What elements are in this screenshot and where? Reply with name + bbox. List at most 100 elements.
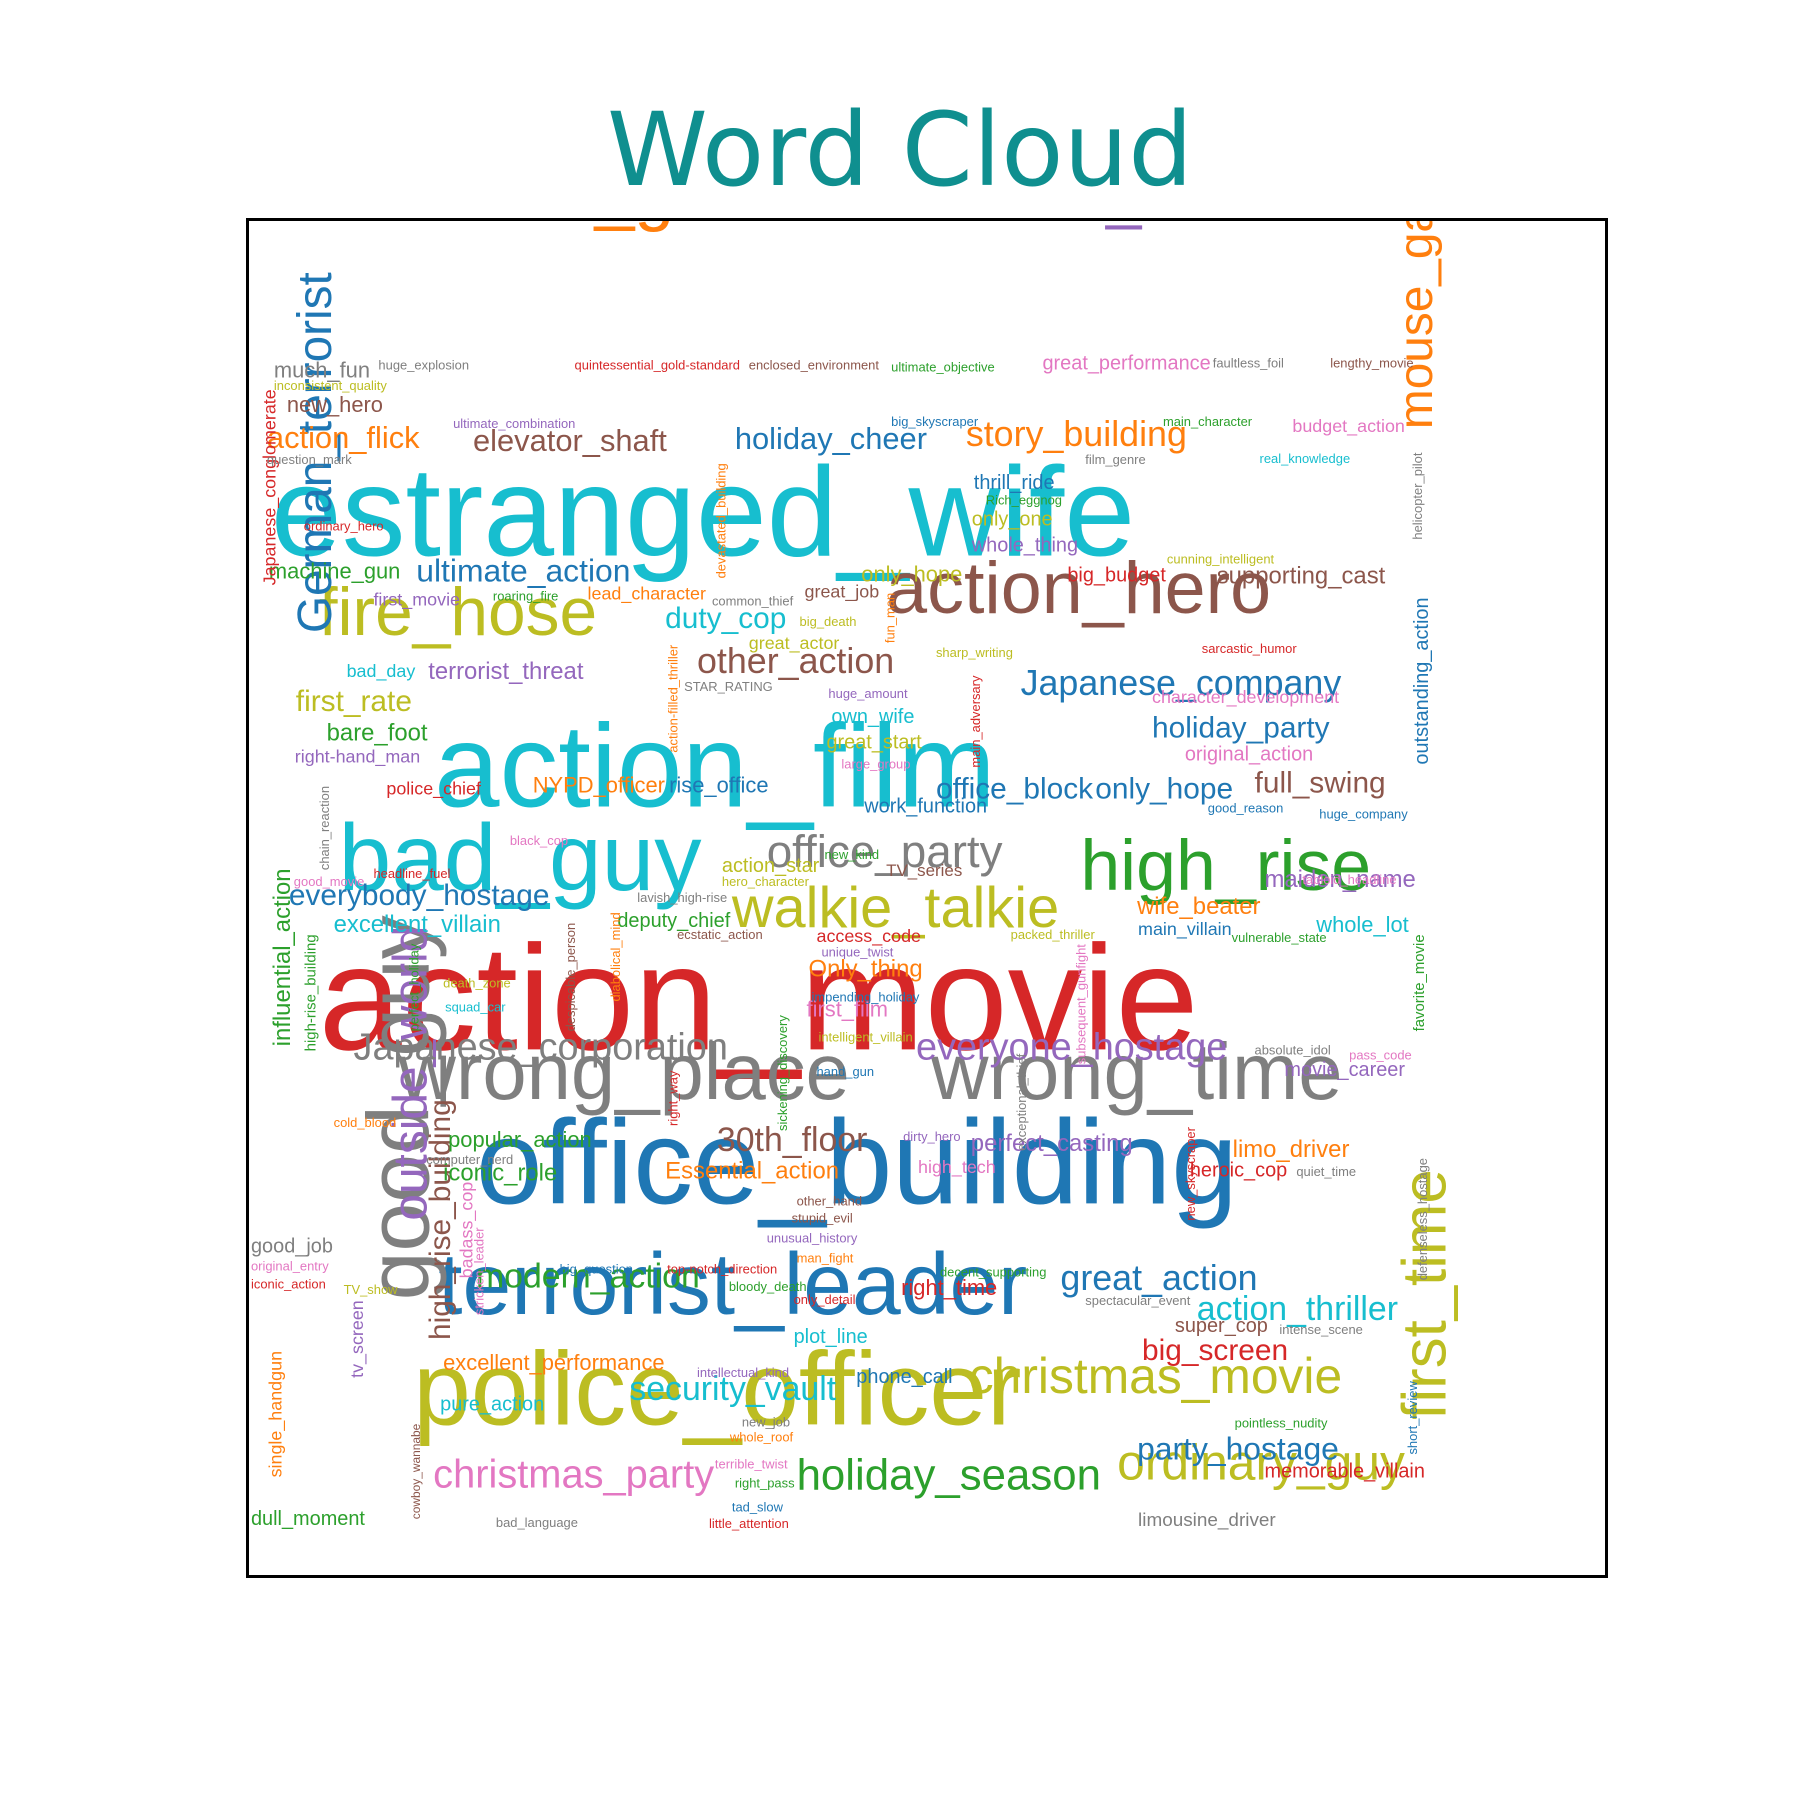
cloud-word: action_hero	[886, 546, 1271, 629]
cloud-word: dull_moment	[251, 1508, 365, 1530]
cloud-word: spectacular_event	[1085, 1293, 1190, 1308]
cloud-word: character_development	[1152, 687, 1339, 708]
cloud-word: subsequent_gunfight	[1074, 944, 1089, 1065]
cloud-word: pure_action	[440, 1394, 544, 1416]
cloud-word: perfect_casting	[971, 1130, 1133, 1157]
cloud-word: fire_hose	[319, 575, 597, 650]
cloud-word: great_start	[826, 732, 922, 754]
cloud-word: pointless_nudity	[1235, 1416, 1328, 1431]
cloud-word: security_vault	[629, 1370, 836, 1408]
cloud-word: huge_company	[1319, 806, 1408, 821]
cloud-word: original_action	[1185, 744, 1313, 766]
cloud-word: wife_beater	[1136, 893, 1260, 920]
cloud-word: Rich_eggnog	[986, 493, 1062, 508]
cloud-word: Japanese_corporation	[354, 1026, 728, 1068]
cloud-word: much_fun	[274, 357, 370, 382]
cloud-word: heroic_cop	[1190, 1160, 1287, 1182]
cloud-word: faultless_foil	[1213, 355, 1284, 370]
cloud-word: ordinary_hero	[304, 519, 384, 534]
cloud-word: great_actor	[749, 633, 840, 654]
cloud-word: great_performance	[1042, 352, 1210, 374]
cloud-word: decent_supporting	[940, 1264, 1046, 1279]
cloud-word: death_zone	[443, 976, 511, 991]
cloud-word: walkie_talkie	[731, 876, 1059, 940]
cloud-word: wrong_place	[397, 1027, 850, 1116]
cloud-word: high_rise_building	[424, 1099, 457, 1340]
cloud-word: new_hero	[287, 392, 383, 417]
cloud-word: TV_show	[344, 1282, 399, 1297]
cloud-word: high-rise_building	[303, 934, 320, 1051]
cloud-word: action_movie	[319, 914, 1199, 1081]
word-cloud-frame: action_movie estranged_wife office_buildin…	[246, 218, 1608, 1578]
cloud-word: action_film	[434, 700, 995, 831]
cloud-word: budget_action	[1292, 416, 1405, 437]
cloud-word: excellent_villain	[334, 911, 501, 938]
cloud-word: high_rise	[1080, 826, 1371, 906]
cloud-word: ordinary_guy	[1117, 1434, 1405, 1490]
cloud-word: unique_twist	[821, 945, 893, 960]
cloud-word: office_building	[476, 1097, 1238, 1230]
cloud-word: helicopter_pilot	[1410, 452, 1425, 539]
cloud-word: inconsistent_quality	[274, 378, 387, 393]
cloud-word: great_action	[1060, 1258, 1257, 1298]
cloud-word: good_job	[251, 1235, 333, 1257]
cloud-word: good_reason	[1208, 800, 1284, 815]
cloud-word: action-filled_thriller	[666, 644, 681, 753]
cloud-word: sarcastic_humor	[1202, 641, 1298, 656]
cloud-word: iconic_action	[251, 1276, 326, 1291]
cloud-word: popular_action	[448, 1127, 592, 1152]
cloud-word: right_pass	[735, 1475, 795, 1490]
cloud-word: stricken_leader	[471, 1227, 486, 1315]
cloud-word: main_character	[1163, 414, 1253, 429]
cloud-word: wrong_time	[930, 1027, 1343, 1116]
cloud-word: office_party	[767, 826, 1003, 877]
cloud-word: other_hand	[797, 1194, 862, 1209]
cloud-word: deputy_chief	[617, 910, 730, 932]
cloud-word: headline_fuel	[373, 866, 450, 881]
cloud-word: intense_scene	[1279, 1322, 1362, 1337]
cloud-word: single_handgun	[265, 1351, 286, 1477]
cloud-word: Essential_action	[665, 1158, 839, 1185]
cloud-word: favorite_movie	[1411, 934, 1428, 1031]
cloud-word: duty_cop	[665, 602, 786, 635]
cloud-word: tabloid_headline	[1302, 872, 1396, 887]
cloud-word: plot_line	[794, 1326, 868, 1348]
cloud-word: unusual_history	[767, 1230, 858, 1245]
cloud-word: big_skyscraper	[891, 414, 979, 429]
cloud-word: work_function	[863, 795, 987, 817]
cloud-word: everyone_hostage	[916, 1026, 1227, 1068]
cloud-word: ecstatic_action	[677, 927, 763, 942]
cloud-word: roaring_fire	[493, 588, 558, 603]
cloud-word: main_adversary	[968, 675, 983, 768]
cloud-word: action_flick	[267, 420, 420, 455]
cloud-word: movie_career	[1284, 1059, 1405, 1081]
cloud-word: big_budget	[1067, 564, 1166, 586]
cloud-word: ultimate_objective	[891, 359, 995, 374]
cloud-word: ultimate_combination	[453, 416, 575, 431]
cloud-word: bad_guy	[339, 805, 703, 911]
cloud-word: maiden_name	[1265, 866, 1416, 893]
cloud-word: German_terrorist	[289, 272, 342, 633]
cloud-word: first_film	[807, 996, 888, 1021]
cloud-word: rise_office	[669, 772, 768, 797]
cloud-word: cunning_intelligent	[1167, 551, 1275, 566]
cloud-word: holiday_party	[1152, 712, 1330, 745]
cloud-word: little_attention	[709, 1516, 789, 1531]
cloud-word: limo_driver	[1233, 1136, 1350, 1163]
cloud-word: Only_thing	[809, 956, 923, 983]
cloud-word: vulnerable_state	[1232, 930, 1327, 945]
cloud-word: big_screen	[1142, 1334, 1288, 1367]
cloud-word: quintessential_gold-standard	[575, 357, 740, 372]
cloud-word: diabolical_mind	[608, 912, 623, 1001]
cloud-word: bad_language	[496, 1515, 578, 1530]
cloud-word: TV_series	[886, 861, 962, 880]
cloud-word: hand_gun	[816, 1064, 874, 1079]
cloud-word: perfect_holiday	[407, 943, 422, 1031]
cloud-word: badass_cop	[456, 1182, 477, 1279]
cloud-word: defenseless_hostage	[1415, 1158, 1430, 1280]
cloud-word: original_entry	[251, 1258, 329, 1273]
cloud-word: computer_nerd	[426, 1152, 513, 1167]
cloud-word: only_one	[972, 509, 1053, 531]
cloud-word: new_kind	[824, 847, 879, 862]
cloud-word: great_job	[805, 581, 880, 602]
